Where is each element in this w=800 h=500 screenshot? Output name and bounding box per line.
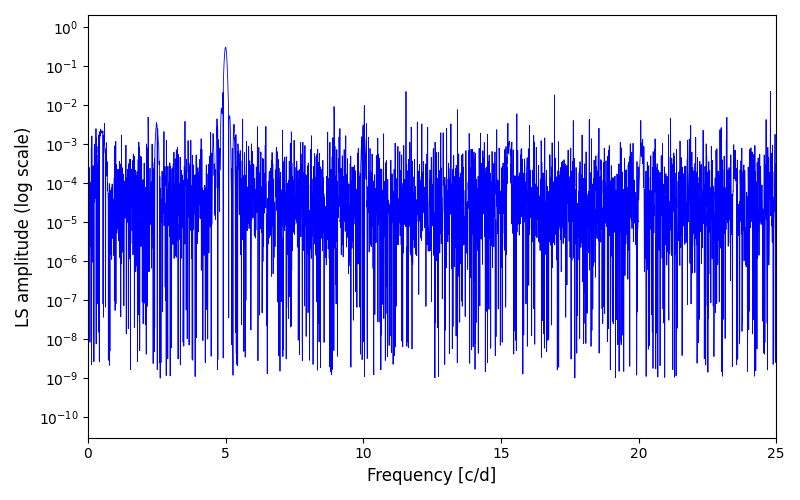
Y-axis label: LS amplitude (log scale): LS amplitude (log scale)	[15, 126, 33, 326]
X-axis label: Frequency [c/d]: Frequency [c/d]	[367, 467, 497, 485]
